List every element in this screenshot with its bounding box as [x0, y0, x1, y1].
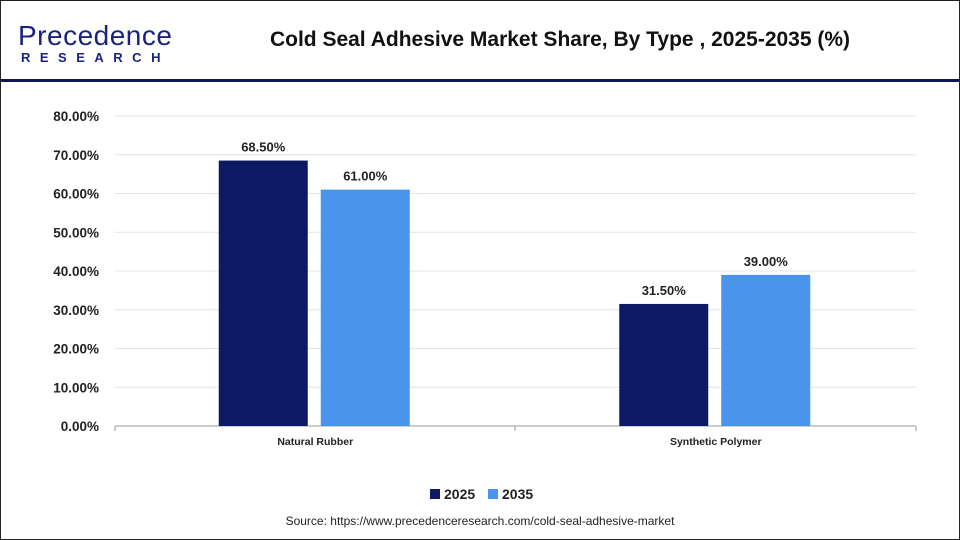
- y-tick-label: 10.00%: [53, 380, 99, 395]
- x-tick-label: Synthetic Polymer: [670, 436, 762, 448]
- x-tick-label: Natural Rubber: [277, 436, 353, 448]
- y-tick-label: 50.00%: [53, 225, 99, 240]
- source-text: Source: https://www.precedenceresearch.c…: [285, 514, 675, 528]
- chart-title: Cold Seal Adhesive Market Share, By Type…: [269, 28, 851, 51]
- data-label: 61.00%: [343, 169, 388, 184]
- bar-2035: [721, 274, 811, 426]
- logo: Precedence RESEARCH: [18, 22, 172, 66]
- y-tick-label: 30.00%: [53, 303, 99, 318]
- legend-swatch: [430, 489, 440, 499]
- data-label: 31.50%: [642, 283, 687, 298]
- data-label: 68.50%: [241, 140, 286, 155]
- legend-label: 2025: [444, 486, 475, 502]
- y-tick-label: 20.00%: [53, 342, 99, 357]
- y-tick-label: 60.00%: [53, 187, 99, 202]
- logo-text: Precedence: [18, 20, 173, 51]
- y-tick-label: 80.00%: [53, 109, 99, 124]
- bar-2035: [320, 189, 410, 426]
- data-label: 39.00%: [744, 254, 789, 269]
- y-tick-label: 40.00%: [53, 264, 99, 279]
- bar-2025: [218, 160, 308, 426]
- logo-sub: RESEARCH: [21, 50, 170, 65]
- legend-label: 2035: [502, 486, 533, 502]
- bar-2025: [619, 303, 709, 426]
- y-tick-label: 0.00%: [61, 419, 99, 434]
- legend-swatch: [488, 489, 498, 499]
- header-divider: [1, 79, 959, 82]
- y-tick-label: 70.00%: [53, 148, 99, 163]
